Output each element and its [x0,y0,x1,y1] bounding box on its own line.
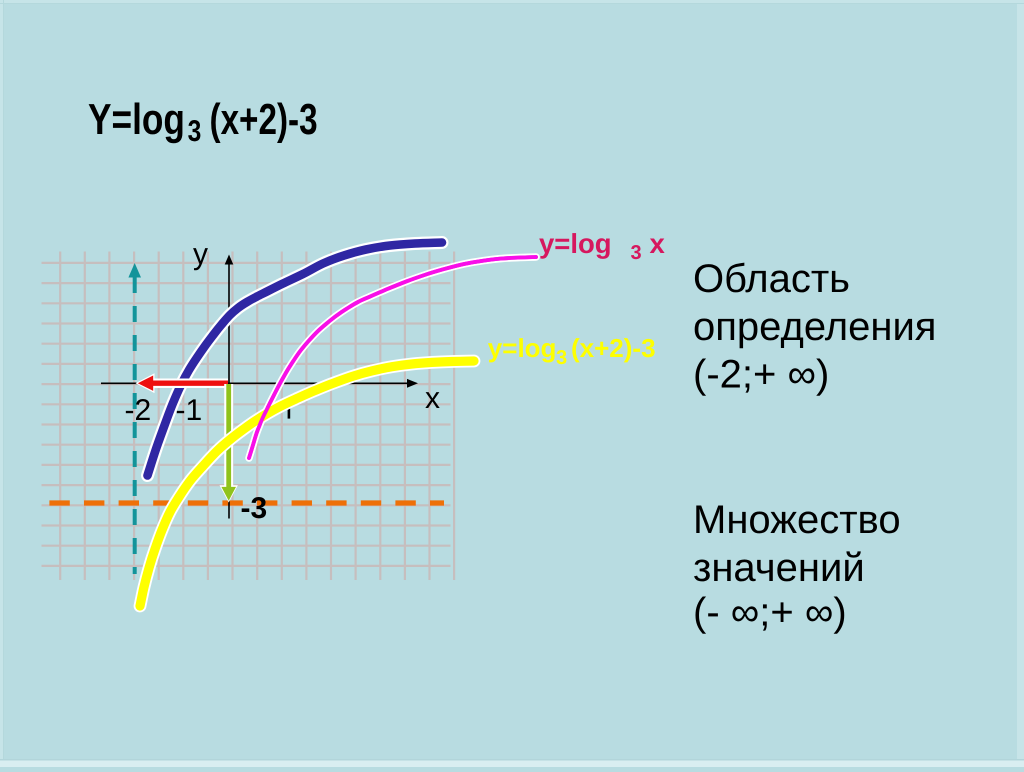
svg-text:(x+2)-3: (x+2)-3 [571,333,656,363]
svg-text:3: 3 [188,115,202,148]
svg-text:(-2;+ ∞): (-2;+ ∞) [693,353,829,397]
svg-text:-3: -3 [241,492,268,525]
svg-text:(- ∞;+ ∞): (- ∞;+ ∞) [693,591,847,635]
svg-text:3: 3 [631,242,642,264]
svg-text:Множество: Множество [693,498,901,542]
svg-text:x: x [650,228,666,259]
svg-text:-1: -1 [176,394,203,427]
svg-text:y=log: y=log [488,333,557,363]
svg-text:x: x [425,382,440,415]
svg-text:Y=log: Y=log [88,96,185,144]
svg-text:3: 3 [556,347,567,369]
svg-text:определения: определения [693,305,936,349]
svg-text:y=log: y=log [539,228,612,259]
svg-text:значений: значений [693,546,865,590]
svg-text:-2: -2 [125,394,152,427]
svg-text:y: y [193,238,208,271]
svg-text:Область: Область [693,257,850,301]
svg-text:(x+2)-3: (x+2)-3 [210,96,318,144]
